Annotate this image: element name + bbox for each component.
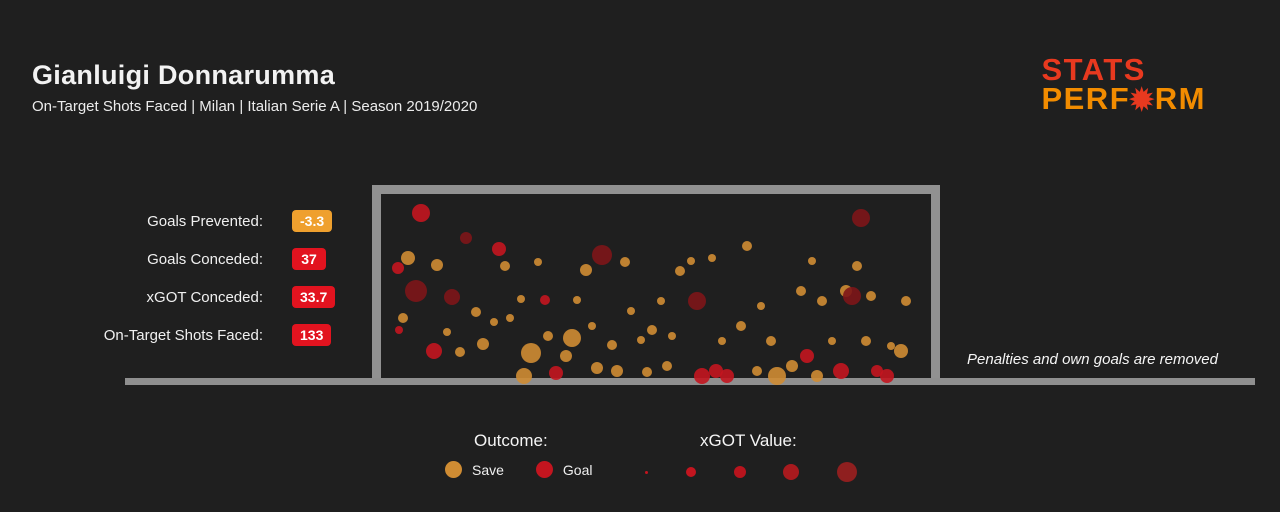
xgot-size-dot [783, 464, 800, 480]
xgot-size-dot [733, 466, 746, 478]
stat-value-badge: 37 [292, 248, 326, 270]
ground-line [125, 378, 1255, 385]
stat-label: Goals Prevented: [147, 212, 263, 230]
xgot-size-dot [837, 462, 857, 482]
outcome-legend-title: Outcome: [474, 431, 548, 450]
stat-row-goals-prevented: Goals Prevented: -3.3 [0, 208, 333, 234]
save-dot [445, 461, 462, 478]
goal-frame [372, 185, 940, 381]
stat-value-badge: -3.3 [292, 210, 333, 232]
stat-value-badge: 33.7 [292, 286, 336, 308]
goal-dot [535, 461, 553, 478]
xgot-size-dot [645, 470, 648, 474]
page-title: Gianluigi Donnarumma [32, 60, 336, 90]
penalties-note: Penalties and own goals are removed [967, 351, 1218, 368]
stat-value-badge: 133 [292, 324, 332, 346]
page-subtitle: On-Target Shots Faced | Milan | Italian … [32, 98, 478, 115]
stat-label: On-Target Shots Faced: [103, 326, 263, 344]
goal-label: Goal [562, 461, 593, 478]
xgot-legend-title: xGOT Value: [700, 431, 797, 450]
logo-stats-text: STATS [1041, 52, 1146, 87]
logo-perform-text: PERF ✹ RM [1041, 81, 1206, 117]
xgot-size-dot [685, 467, 696, 477]
logo-perform-post: RM [1154, 81, 1206, 117]
stat-row-goals-conceded: Goals Conceded: 37 [0, 246, 326, 272]
stat-label: xGOT Conceded: [146, 288, 263, 306]
stat-label: Goals Conceded: [147, 250, 263, 268]
sunburst-icon: ✹ [1129, 83, 1156, 117]
stats-perform-logo: STATS PERF ✹ RM [1041, 52, 1206, 117]
outcome-legend-items: Save Goal [445, 461, 615, 478]
xgot-dots [645, 458, 857, 486]
stat-row-shots-faced: On-Target Shots Faced: 133 [0, 322, 332, 348]
stat-row-xgot-conceded: xGOT Conceded: 33.7 [0, 284, 336, 310]
logo-perform-pre: PERF [1041, 81, 1131, 117]
save-label: Save [472, 461, 504, 478]
